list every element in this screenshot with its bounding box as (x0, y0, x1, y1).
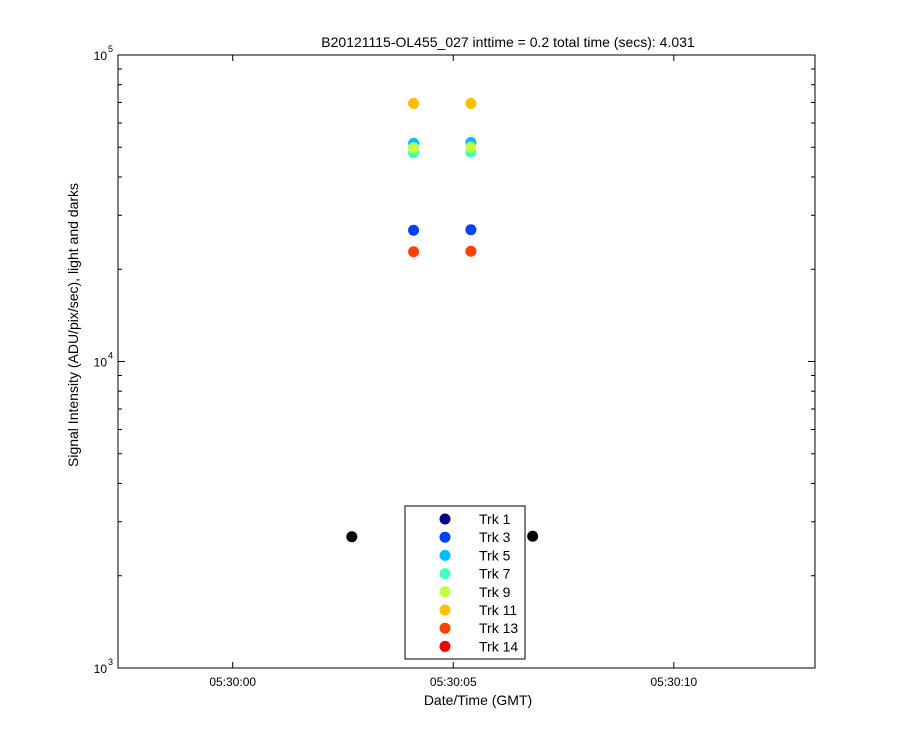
point-trk-11-1 (408, 97, 420, 109)
x-axis-label: Date/Time (GMT) (424, 692, 532, 708)
legend-label: Trk 11 (479, 602, 517, 618)
legend-item-trk-14: Trk 14 (439, 638, 518, 654)
legend-box (404, 505, 526, 660)
point-trk-13-2 (465, 245, 477, 257)
legend-marker (439, 604, 451, 616)
y-tick-exponent: 3 (108, 657, 113, 667)
legend-marker (439, 640, 451, 652)
x-tick-label-1: 05:30:00 (209, 675, 256, 689)
legend-label: Trk 5 (479, 547, 511, 563)
legend-label: Trk 1 (479, 511, 511, 527)
legend-marker (439, 586, 451, 598)
legend-marker (439, 531, 451, 543)
legend-marker (439, 622, 451, 634)
legend-item-trk-13: Trk 13 (439, 620, 518, 636)
point-trk-13-1 (408, 246, 420, 258)
point-trk-3-1 (408, 224, 420, 236)
legend-item-trk-7: Trk 7 (439, 566, 511, 582)
chart-title: B20121115-OL455_027 inttime = 0.2 total … (321, 34, 695, 50)
legend: Trk 1 Trk 3 Trk 5 Trk 7 Trk 9 Trk 11 Trk 13 Trk… (404, 505, 526, 660)
dark-point-2 (527, 530, 539, 542)
legend-marker (439, 549, 451, 561)
y-tick-label-3: 10 5 (94, 44, 113, 63)
y-tick-base: 10 (94, 662, 108, 676)
legend-item-trk-9: Trk 9 (439, 584, 511, 600)
legend-item-trk-5: Trk 5 (439, 547, 511, 563)
y-tick-exponent: 4 (108, 351, 113, 361)
y-tick-exponent: 5 (108, 44, 113, 54)
x-tick-label-3: 05:30:10 (650, 675, 697, 689)
data-points (408, 97, 477, 541)
point-trk-11-2 (465, 97, 477, 109)
x-tick-label-2: 05:30:05 (430, 675, 477, 689)
axis-ticks (118, 54, 815, 669)
legend-label: Trk 14 (479, 638, 518, 654)
point-trk-3-2 (465, 224, 477, 236)
dark-points (346, 530, 539, 543)
legend-label: Trk 9 (479, 584, 511, 600)
y-tick-label-2: 10 4 (94, 351, 113, 370)
x-tick-labels: 05:30:00 05:30:05 05:30:10 (209, 675, 697, 689)
legend-label: Trk 13 (479, 620, 518, 636)
y-tick-base: 10 (94, 356, 108, 370)
legend-label: Trk 7 (479, 566, 511, 582)
legend-item-trk-11: Trk 11 (439, 602, 517, 618)
legend-label: Trk 3 (479, 529, 511, 545)
point-trk-9-2 (465, 141, 477, 153)
y-tick-label-1: 10 3 (94, 657, 113, 676)
point-trk-9-1 (408, 142, 420, 154)
y-tick-base: 10 (94, 49, 108, 63)
legend-marker (439, 513, 451, 525)
legend-item-trk-1: Trk 1 (439, 511, 511, 527)
legend-marker (439, 568, 451, 580)
legend-item-trk-3: Trk 3 (439, 529, 511, 545)
dark-point-1 (346, 531, 358, 543)
y-axis-label: Signal Intensity (ADU/pix/sec), light an… (65, 183, 81, 467)
